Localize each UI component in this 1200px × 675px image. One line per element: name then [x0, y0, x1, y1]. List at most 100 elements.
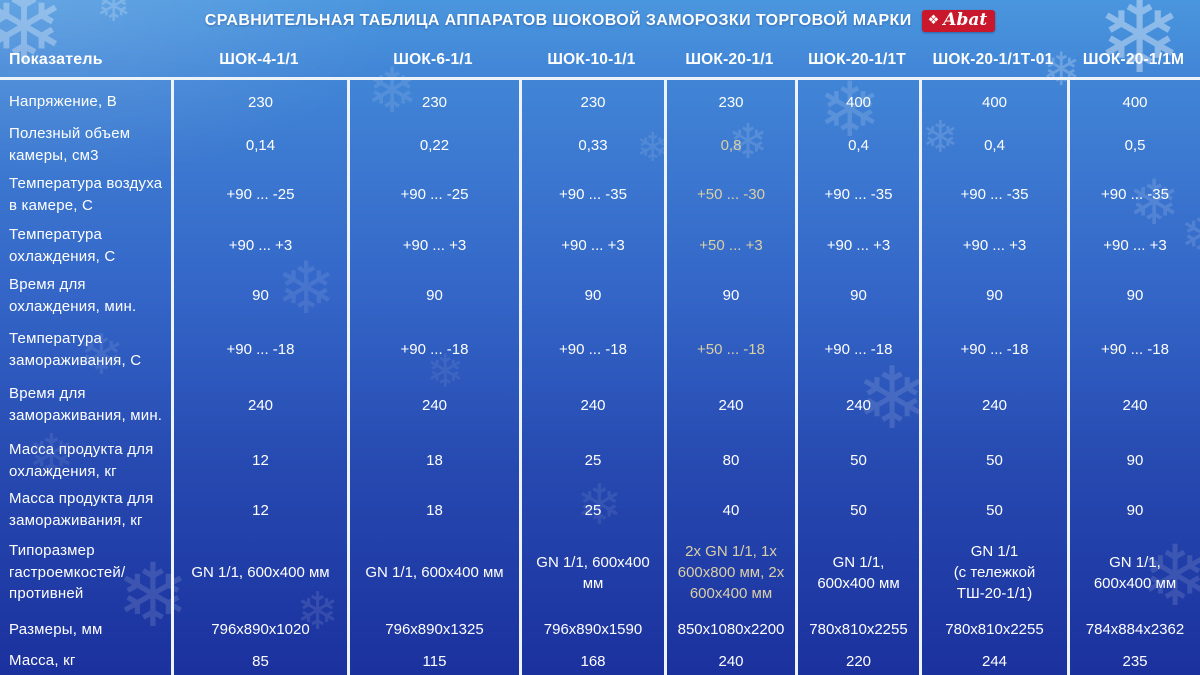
- cell: 168: [519, 647, 664, 675]
- cell: 240: [795, 376, 919, 434]
- cell: GN 1/1, 600х400 мм: [171, 533, 347, 612]
- cell: 400: [795, 80, 919, 124]
- row-label: Полезный объем камеры, см3: [9, 125, 131, 164]
- cell: 244: [919, 647, 1067, 675]
- cell: +90 ... +3: [171, 223, 347, 268]
- corner-header: Показатель: [9, 50, 103, 68]
- row-label: Масса продукта для замораживания, кг: [9, 490, 154, 529]
- row-label: Время для охлаждения, мин.: [9, 275, 137, 315]
- cell: 784х884х2362: [1067, 612, 1200, 647]
- cell: 0,8: [664, 124, 795, 166]
- cell: +90 ... +3: [347, 223, 519, 268]
- row-label: Напряжение, В: [9, 93, 117, 111]
- cell: 18: [347, 487, 519, 533]
- cell: 0,14: [171, 124, 347, 166]
- cell: 2х GN 1/1, 1х 600х800 мм, 2х 600х400 мм: [664, 533, 795, 612]
- cell: GN 1/1 (с тележкой ТШ-20-1/1): [919, 533, 1067, 612]
- row-label: Время для замораживания, мин.: [9, 385, 163, 424]
- cell: 90: [519, 268, 664, 323]
- cell: +90 ... -18: [171, 323, 347, 376]
- cell: +90 ... -18: [347, 323, 519, 376]
- cell: 90: [795, 268, 919, 323]
- cell: 400: [1067, 80, 1200, 124]
- title-bar: СРАВНИТЕЛЬНАЯ ТАБЛИЦА АППАРАТОВ ШОКОВОЙ …: [0, 0, 1200, 42]
- cell: 0,5: [1067, 124, 1200, 166]
- cell: 240: [347, 376, 519, 434]
- cell: 796х890х1590: [519, 612, 664, 647]
- row-label: Масса, кг: [9, 652, 76, 670]
- column-header: ШОК-20-1/1М: [1082, 50, 1185, 68]
- cell: 25: [519, 487, 664, 533]
- cell: +50 ... +3: [664, 223, 795, 268]
- cell: 400: [919, 80, 1067, 124]
- cell: 780х810х2255: [919, 612, 1067, 647]
- cell: 115: [347, 647, 519, 675]
- cell: 50: [795, 434, 919, 487]
- cell: 796х890х1020: [171, 612, 347, 647]
- cell: 90: [664, 268, 795, 323]
- abat-logo: ❖ Abat: [921, 10, 996, 32]
- cell: 50: [919, 487, 1067, 533]
- cell: 40: [664, 487, 795, 533]
- cell: 50: [919, 434, 1067, 487]
- cell: 240: [1067, 376, 1200, 434]
- cell: 796х890х1325: [347, 612, 519, 647]
- cell: +90 ... -35: [795, 166, 919, 223]
- cell: 240: [171, 376, 347, 434]
- cell: 0,22: [347, 124, 519, 166]
- cell: 90: [1067, 487, 1200, 533]
- cell: 90: [347, 268, 519, 323]
- cell: 90: [171, 268, 347, 323]
- cell: 240: [664, 647, 795, 675]
- cell: 90: [1067, 268, 1200, 323]
- row-label: Температура замораживания, С: [9, 329, 142, 369]
- cell: 780х810х2255: [795, 612, 919, 647]
- cell: +90 ... -35: [919, 166, 1067, 223]
- cell: +90 ... -18: [795, 323, 919, 376]
- row-label: Типоразмер гастроемкостей/ противней: [9, 541, 126, 603]
- cell: +90 ... -18: [519, 323, 664, 376]
- row-label: Температура охлаждения, С: [9, 225, 116, 265]
- cell: +90 ... -25: [171, 166, 347, 223]
- cell: 85: [171, 647, 347, 675]
- column-header: ШОК-20-1/1: [685, 50, 774, 68]
- column-header: ШОК-10-1/1: [547, 50, 636, 68]
- cell: +90 ... -18: [1067, 323, 1200, 376]
- cell: 230: [519, 80, 664, 124]
- cell: 50: [795, 487, 919, 533]
- row-label: Масса продукта для охлаждения, кг: [9, 440, 154, 480]
- column-header: ШОК-6-1/1: [393, 50, 473, 68]
- cell: +90 ... -25: [347, 166, 519, 223]
- cell: GN 1/1, 600х400 мм: [1067, 533, 1200, 612]
- cell: 80: [664, 434, 795, 487]
- cell: 240: [664, 376, 795, 434]
- column-header: ШОК-4-1/1: [219, 50, 299, 68]
- cell: +90 ... -18: [919, 323, 1067, 376]
- row-label: Размеры, мм: [9, 620, 103, 638]
- cell: +90 ... +3: [919, 223, 1067, 268]
- row-label: Температура воздуха в камере, С: [9, 174, 163, 214]
- cell: 230: [171, 80, 347, 124]
- page-title: СРАВНИТЕЛЬНАЯ ТАБЛИЦА АППАРАТОВ ШОКОВОЙ …: [204, 12, 912, 29]
- cell: 12: [171, 434, 347, 487]
- cell: 18: [347, 434, 519, 487]
- cell: +50 ... -18: [664, 323, 795, 376]
- cell: +90 ... -35: [1067, 166, 1200, 223]
- cell: 240: [519, 376, 664, 434]
- cell: GN 1/1, 600х400 мм: [347, 533, 519, 612]
- cell: +90 ... +3: [795, 223, 919, 268]
- cell: 25: [519, 434, 664, 487]
- cell: 90: [1067, 434, 1200, 487]
- cell: 0,4: [919, 124, 1067, 166]
- abat-logo-text: Abat: [943, 10, 988, 30]
- cell: 220: [795, 647, 919, 675]
- cell: 850х1080х2200: [664, 612, 795, 647]
- cell: 90: [919, 268, 1067, 323]
- table-header-row: Показатель ШОК-4-1/1 ШОК-6-1/1 ШОК-10-1/1 Ш…: [0, 42, 1200, 80]
- abat-logo-mark-icon: ❖: [927, 13, 940, 28]
- cell: +90 ... -35: [519, 166, 664, 223]
- cell: 235: [1067, 647, 1200, 675]
- table-body: Напряжение, В 230 230 230 230 400 400 400 Полезн…: [0, 80, 1200, 675]
- cell: 230: [664, 80, 795, 124]
- cell: 230: [347, 80, 519, 124]
